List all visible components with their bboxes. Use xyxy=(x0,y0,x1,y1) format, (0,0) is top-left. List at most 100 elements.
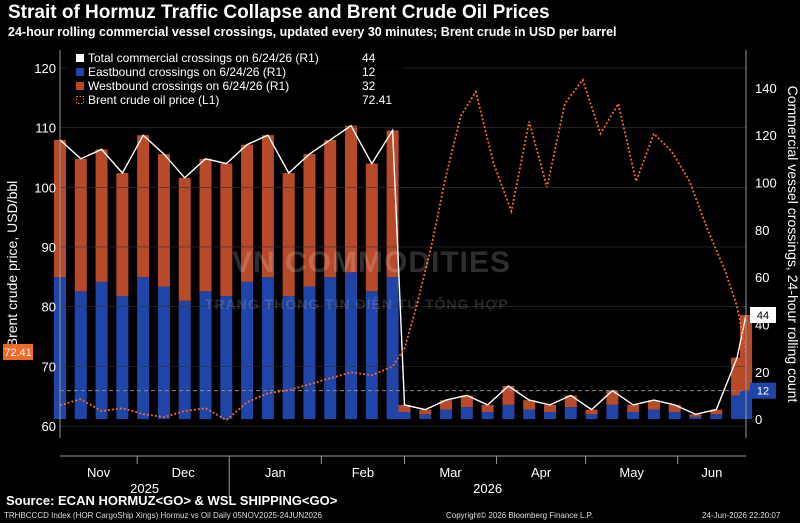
footer-index: TRHBCCCD Index (HOR CargoShip Xings) Hor… xyxy=(4,511,322,520)
westbound-bar xyxy=(523,400,536,410)
y-left-tick-label: 110 xyxy=(35,121,56,136)
lines-layer xyxy=(59,77,747,422)
y-left-tick-label: 120 xyxy=(34,61,56,76)
x-month-label: Apr xyxy=(531,465,552,480)
chart-title: Strait of Hormuz Traffic Collapse and Br… xyxy=(8,2,550,23)
eastbound-bar xyxy=(606,404,619,420)
eastbound-bar xyxy=(564,407,577,420)
legend-value: 72.41 xyxy=(362,93,392,107)
westbound-bar xyxy=(220,163,233,297)
westbound-bar xyxy=(261,135,274,278)
eastbound-bar xyxy=(689,416,702,420)
eastbound-bar xyxy=(261,277,274,420)
x-month-label: Nov xyxy=(87,465,111,480)
chart-subtitle: 24-hour rolling commercial vessel crossi… xyxy=(8,25,617,39)
total-last-value-tag xyxy=(750,306,776,323)
eastbound-bar xyxy=(178,300,191,420)
eastbound-bar xyxy=(544,411,556,420)
eastbound-last-value-tag xyxy=(750,382,776,399)
brent-last-value-tag xyxy=(3,343,33,360)
westbound-bar xyxy=(365,163,378,292)
x-month-label: Dec xyxy=(172,465,196,480)
y-right-tick-label: 80 xyxy=(755,223,769,238)
legend-label: Westbound crossings on 6/24/26 (R1) xyxy=(88,79,289,93)
total-last-value-text: 44 xyxy=(757,310,769,322)
westbound-bar xyxy=(178,177,191,301)
westbound-bar xyxy=(460,395,473,408)
eastbound-bar xyxy=(523,409,536,420)
x-year-label: 2025 xyxy=(130,481,159,496)
legend-label: Brent crude oil price (L1) xyxy=(88,93,219,107)
eastbound-bar xyxy=(502,404,515,420)
legend-label: Total commercial crossings on 6/24/26 (R… xyxy=(88,51,319,65)
source-note: Source: ECAN HORMUZ<GO> & WSL SHIPPING<G… xyxy=(6,493,338,508)
westbound-bar xyxy=(137,135,150,278)
legend-value: 32 xyxy=(362,79,376,93)
eastbound-bar xyxy=(282,296,295,420)
legend-value: 44 xyxy=(362,51,376,65)
legend-swatch xyxy=(76,68,84,76)
eastbound-bar xyxy=(74,291,87,420)
eastbound-bar xyxy=(398,411,411,420)
westbound-bar xyxy=(398,404,411,412)
eastbound-bar xyxy=(137,277,150,420)
westbound-bar xyxy=(282,173,295,297)
y-right-tick-label: 120 xyxy=(755,128,777,143)
total-crossings-line xyxy=(59,124,747,416)
eastbound-bar xyxy=(386,277,399,420)
y-left-tick-label: 60 xyxy=(42,419,56,434)
eastbound-bar xyxy=(647,409,660,420)
eastbound-bar xyxy=(481,411,494,420)
westbound-bar xyxy=(440,400,453,410)
eastbound-bar xyxy=(116,296,129,420)
eastbound-bar xyxy=(585,414,598,420)
westbound-bar xyxy=(386,130,399,278)
y-left-tick-label: 70 xyxy=(42,359,56,374)
legend-swatch xyxy=(76,96,84,104)
eastbound-bar xyxy=(220,296,233,420)
eastbound-bar xyxy=(460,407,473,420)
x-month-label: Jan xyxy=(265,465,286,480)
y-right-tick-label: 0 xyxy=(755,412,762,427)
y-right-tick-label: 100 xyxy=(755,175,777,190)
x-month-label: Mar xyxy=(439,465,462,480)
y-right-tick-label: 60 xyxy=(755,270,769,285)
brent-last-value-text: 72.41 xyxy=(4,347,32,359)
westbound-bar xyxy=(241,144,254,282)
footer-copyright: Copyright© 2026 Bloomberg Finance L.P. xyxy=(446,511,594,520)
x-month-label: May xyxy=(619,465,644,480)
westbound-bar xyxy=(199,158,212,292)
westbound-bar xyxy=(564,395,577,408)
eastbound-bar xyxy=(157,286,170,420)
eastbound-bar xyxy=(199,291,212,420)
legend-swatch xyxy=(76,54,84,62)
legend-label: Eastbound crossings on 6/24/26 (R1) xyxy=(88,65,286,79)
westbound-bar xyxy=(689,414,702,417)
westbound-bar xyxy=(647,400,660,410)
y-right-axis-title: Commercial vessel crossings, 24-hour rol… xyxy=(785,86,800,403)
legend-swatch xyxy=(76,82,84,90)
y-left-tick-label: 80 xyxy=(42,300,56,315)
westbound-bar xyxy=(544,404,556,412)
westbound-bar xyxy=(116,173,129,297)
westbound-bar xyxy=(95,149,108,282)
watermark-brand: VN COMMODITIES xyxy=(232,246,512,279)
eastbound-bar xyxy=(419,414,432,420)
x-month-label: Feb xyxy=(352,465,374,480)
westbound-bar xyxy=(481,404,494,412)
y-left-axis-title: Brent crude price, USD/bbl xyxy=(4,181,20,348)
eastbound-bar xyxy=(668,411,681,420)
westbound-bar xyxy=(324,139,337,278)
westbound-bar xyxy=(157,154,170,287)
eastbound-bar xyxy=(440,409,453,420)
x-year-label: 2026 xyxy=(473,481,502,496)
westbound-bar xyxy=(668,404,681,412)
westbound-bar xyxy=(74,158,87,292)
eastbound-bar xyxy=(627,411,640,420)
eastbound-bar xyxy=(365,291,378,420)
westbound-bar xyxy=(627,404,640,412)
eastbound-last-value-text: 12 xyxy=(757,386,769,398)
eastbound-bar xyxy=(710,414,723,420)
